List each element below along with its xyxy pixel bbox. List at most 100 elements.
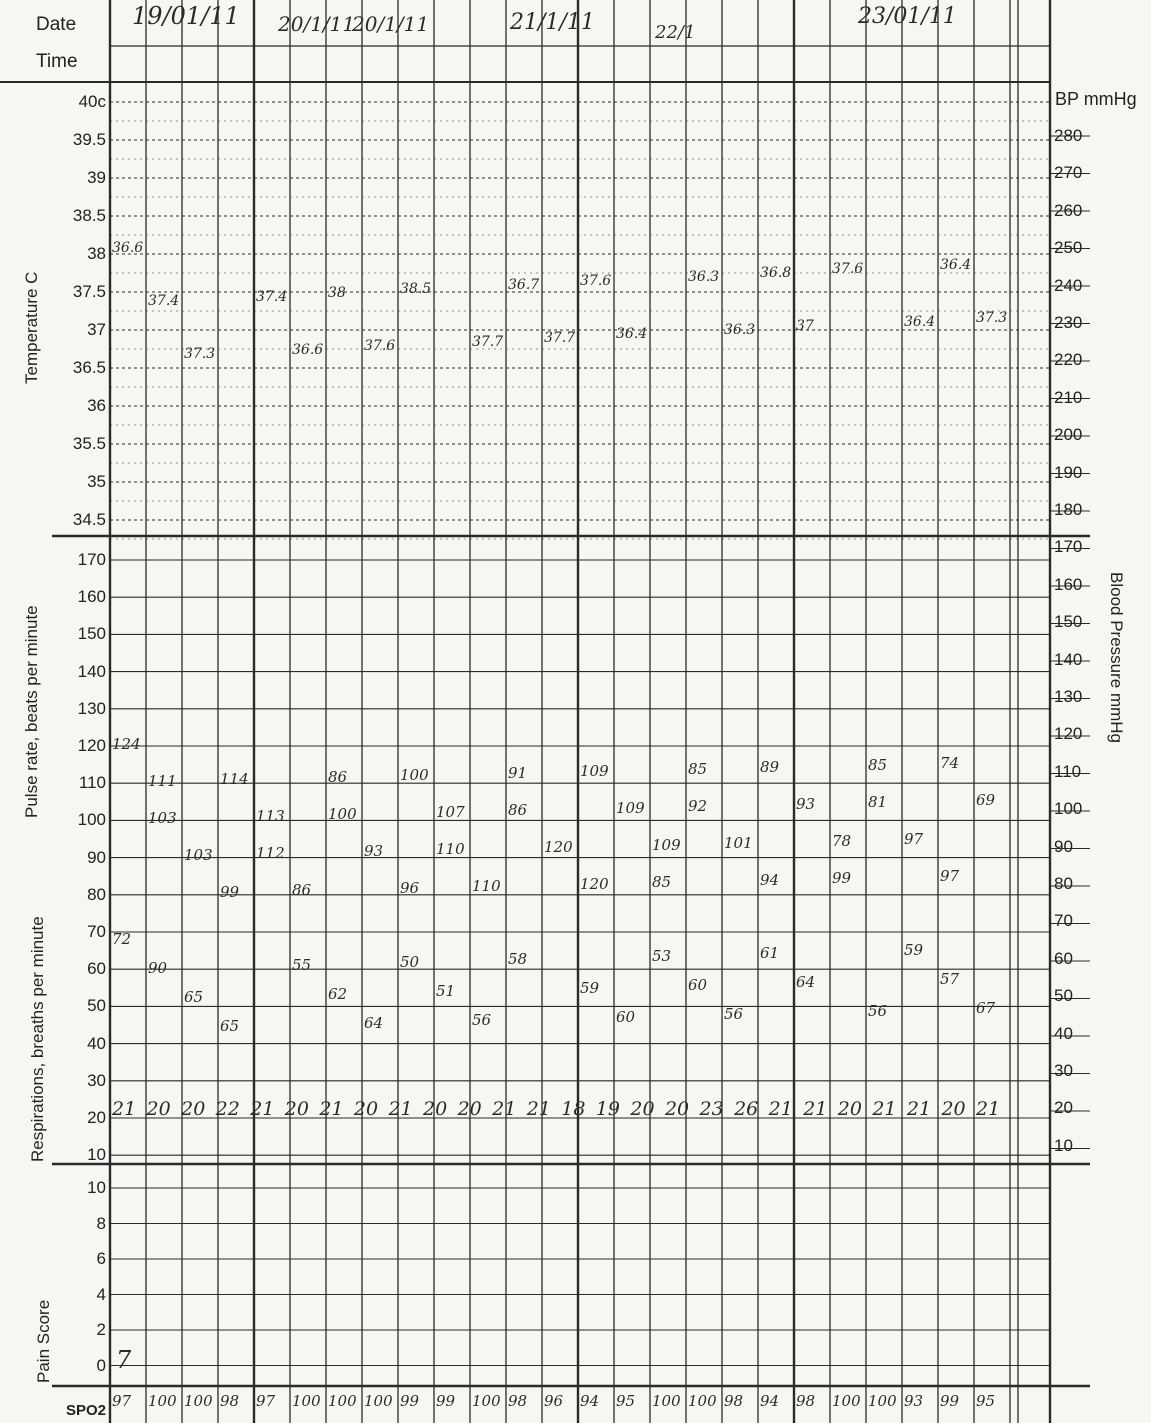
bp-header-label: BP mmHg — [1055, 89, 1137, 109]
pulse-scale-label: 130 — [77, 698, 106, 718]
spo2-entry: 96 — [544, 1392, 564, 1410]
respiration-entry: 21 — [388, 1098, 413, 1120]
pulse-entry: 110 — [436, 840, 465, 858]
spo2-entry: 99 — [940, 1392, 960, 1410]
date-2: 20/1/11 — [278, 12, 356, 36]
spo2-entry: 98 — [796, 1392, 816, 1410]
bp-scale-label: 80 — [1054, 874, 1073, 893]
pulse-entry: 69 — [976, 791, 996, 809]
pulse-entry: 85 — [688, 760, 708, 778]
spo2-entry: 98 — [220, 1392, 240, 1410]
respiration-entry: 20 — [837, 1098, 862, 1120]
date-3: 20/1/11 — [352, 12, 430, 36]
pulse-entry: 110 — [472, 877, 501, 895]
pulse-entry: 109 — [652, 836, 681, 854]
temperature-entry: 37.6 — [364, 338, 396, 354]
spo2-entry: 97 — [112, 1392, 132, 1410]
respiration-entry: 21 — [319, 1098, 344, 1120]
pain-scale-label: 4 — [96, 1284, 106, 1304]
spo2-entry: 94 — [580, 1392, 600, 1410]
respiration-entry: 23 — [699, 1098, 724, 1120]
respiration-entry: 21 — [250, 1098, 275, 1120]
bp-low-entry: 62 — [328, 985, 348, 1003]
temperature-entry: 36.3 — [688, 269, 720, 285]
bp-scale-label: 180 — [1054, 500, 1083, 519]
spo2-entry: 100 — [184, 1392, 213, 1410]
bp-scale-label: 150 — [1054, 612, 1083, 632]
temperature-scale-label: 39 — [87, 168, 106, 187]
pain-entry: 7 — [116, 1346, 132, 1374]
pulse-entry: 86 — [328, 768, 348, 786]
temperature-scale-label: 35 — [87, 472, 106, 491]
pulse-entry: 111 — [148, 772, 177, 790]
bp-low-entry: 60 — [688, 976, 708, 994]
bp-axis-label: Blood Pressure mmHg — [1107, 572, 1126, 744]
spo2-entry: 95 — [976, 1392, 996, 1410]
temperature-entry: 37.3 — [976, 310, 1008, 326]
respiration-entry: 20 — [941, 1098, 966, 1120]
bp-low-entry: 51 — [436, 982, 456, 1000]
pulse-entry: 93 — [364, 842, 384, 860]
spo2-entry: 99 — [436, 1392, 456, 1410]
pulse-entry: 109 — [580, 762, 609, 780]
respiration-entry: 18 — [561, 1098, 586, 1120]
temperature-scale-label: 37 — [87, 320, 106, 339]
pulse-axis-label: Pulse rate, beats per minute — [22, 605, 41, 818]
spo2-entry: 100 — [832, 1392, 861, 1410]
pulse-entry: 124 — [112, 735, 141, 753]
bp-scale-label: 100 — [1054, 799, 1083, 819]
bp-scale-label: 140 — [1054, 649, 1083, 669]
pain-scale-label: 0 — [96, 1355, 106, 1375]
bp-scale-label: 20 — [1054, 1098, 1073, 1118]
pulse-scale-label: 80 — [87, 884, 106, 904]
temperature-entry: 36.4 — [940, 257, 972, 273]
temperature-entry: 37 — [796, 318, 814, 334]
pulse-scale-label: 150 — [77, 624, 106, 644]
spo2-entry: 100 — [364, 1392, 393, 1410]
pulse-scale-label: 170 — [77, 550, 106, 569]
temperature-entry: 36.7 — [508, 277, 540, 293]
pulse-entry: 100 — [328, 805, 357, 823]
pain-scale-label: 2 — [96, 1320, 106, 1339]
pulse-scale-label: 160 — [77, 587, 106, 607]
temperature-entry: 36.3 — [724, 322, 756, 338]
temperature-entry: 37.6 — [832, 261, 864, 277]
pulse-entry: 99 — [832, 869, 852, 887]
temperature-entry: 37.4 — [148, 293, 180, 309]
bp-low-entry: 61 — [760, 944, 780, 962]
bp-low-entry: 67 — [976, 999, 996, 1017]
pulse-entry: 107 — [436, 803, 465, 821]
pulse-scale-label: 100 — [77, 810, 106, 830]
pain-scale-label: 8 — [96, 1213, 106, 1233]
temperature-axis-label: Temperature C — [22, 271, 41, 384]
bp-low-entry: 53 — [652, 947, 672, 965]
bp-scale-label: 250 — [1054, 238, 1083, 258]
respiration-entry: 20 — [630, 1098, 655, 1120]
pulse-entry: 103 — [148, 809, 177, 827]
respiration-entry: 20 — [146, 1098, 171, 1120]
spo2-entry: 93 — [904, 1392, 924, 1410]
temperature-entry: 36.8 — [760, 265, 792, 281]
temperature-entry: 38 — [328, 285, 346, 301]
bp-scale-label: 40 — [1054, 1023, 1073, 1043]
bp-scale-label: 220 — [1054, 350, 1083, 370]
bp-low-entry: 65 — [184, 988, 204, 1006]
temperature-entry: 36.6 — [292, 342, 324, 358]
pulse-entry: 113 — [256, 807, 285, 825]
temperature-entry: 37.7 — [544, 330, 576, 346]
bp-low-entry: 55 — [292, 956, 312, 974]
temperature-entry: 37.6 — [580, 273, 612, 289]
spo2-entry: 94 — [760, 1392, 780, 1410]
pulse-entry: 97 — [904, 830, 924, 848]
spo2-entry: 98 — [508, 1392, 528, 1410]
bp-low-entry: 64 — [796, 973, 816, 991]
spo2-entry: 100 — [868, 1392, 897, 1410]
temperature-scale-label: 36.5 — [72, 358, 106, 377]
pain-axis-label: Pain Score — [34, 1299, 53, 1383]
pain-scale-label: 6 — [96, 1249, 106, 1268]
pulse-scale-label: 50 — [87, 996, 106, 1016]
bp-low-entry: 59 — [904, 941, 924, 959]
pulse-scale-label: 110 — [78, 773, 106, 793]
